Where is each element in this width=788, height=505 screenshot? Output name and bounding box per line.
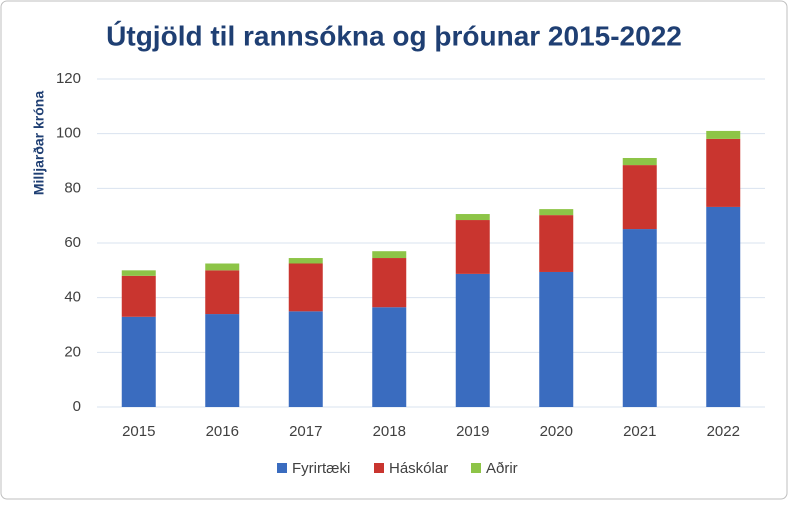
legend-label: Háskólar <box>389 460 448 477</box>
y-tick-label: 80 <box>64 179 81 196</box>
bar-segment <box>121 270 156 276</box>
x-tick-label: 2017 <box>289 423 322 440</box>
bar-segment <box>205 263 240 271</box>
bar-segment <box>288 311 323 407</box>
y-tick-label: 100 <box>56 125 81 142</box>
bar-segment <box>622 157 657 166</box>
legend-label: Aðrir <box>486 460 518 477</box>
x-tick-label: 2021 <box>623 423 656 440</box>
bar-segment <box>372 307 407 407</box>
chart-title: Útgjöld til rannsókna og þróunar 2015-20… <box>106 20 682 51</box>
bar-segment <box>372 251 407 259</box>
bar-segment <box>539 215 574 272</box>
bar-segment <box>706 206 741 407</box>
legend-swatch <box>471 463 481 473</box>
x-tick-label: 2019 <box>456 423 489 440</box>
bar-segment <box>706 138 741 207</box>
bar-segment <box>205 270 240 315</box>
bar-segment <box>121 275 156 317</box>
bar-segment <box>455 220 490 274</box>
bar-segment <box>455 214 490 221</box>
y-tick-label: 20 <box>64 343 81 360</box>
x-tick-label: 2018 <box>373 423 406 440</box>
y-tick-label: 0 <box>73 398 81 415</box>
bar-segment <box>288 258 323 264</box>
y-tick-label: 40 <box>64 289 81 306</box>
bar-segment <box>539 209 574 216</box>
x-tick-label: 2016 <box>206 423 239 440</box>
x-tick-label: 2020 <box>540 423 573 440</box>
bar-segment <box>455 273 490 407</box>
y-tick-label: 120 <box>56 70 81 87</box>
bar-segment <box>539 271 574 407</box>
bar-segment <box>622 229 657 407</box>
bar-segment <box>121 316 156 407</box>
y-tick-label: 60 <box>64 234 81 251</box>
bar-segment <box>205 314 240 407</box>
legend-label: Fyrirtæki <box>292 460 350 477</box>
bar-segment <box>372 258 407 308</box>
bar-segment <box>706 130 741 139</box>
legend-swatch <box>277 463 287 473</box>
bar-segment <box>288 263 323 312</box>
bar-segment <box>622 165 657 230</box>
legend-swatch <box>374 463 384 473</box>
x-tick-label: 2015 <box>122 423 155 440</box>
y-axis-label: Milljarðar króna <box>31 91 47 195</box>
x-tick-label: 2022 <box>707 423 740 440</box>
